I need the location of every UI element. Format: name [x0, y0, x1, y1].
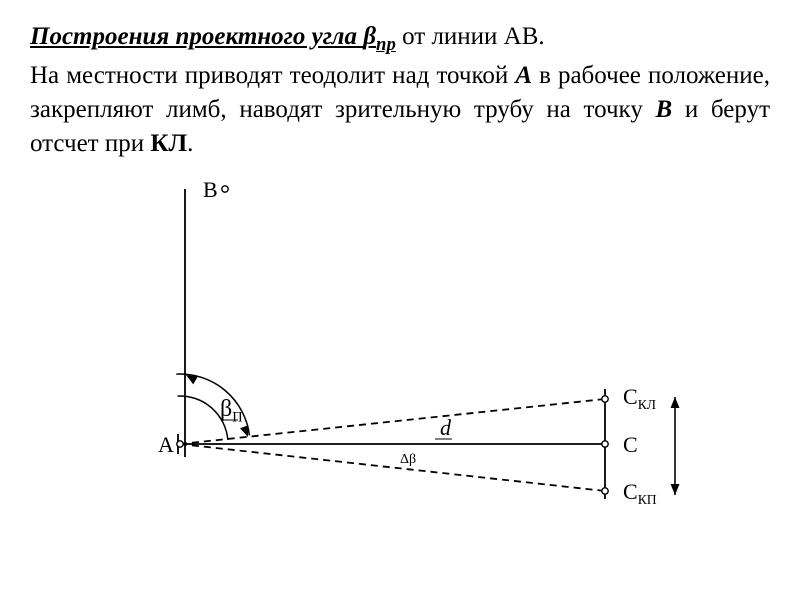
- title-suffix: от линии АВ.: [396, 23, 545, 50]
- paragraph: На местности приводят теодолит над точко…: [30, 59, 770, 160]
- svg-text:СКЛ: СКЛ: [623, 384, 656, 412]
- title-prefix: Построения проектного угла: [30, 23, 363, 50]
- p-b1: А: [515, 62, 532, 89]
- p-t4: .: [187, 130, 193, 157]
- diagram-container: βП d Δβ В А СКЛ С СКП: [30, 169, 770, 534]
- svg-text:СКП: СКП: [623, 479, 657, 507]
- p-b3: КЛ: [150, 130, 187, 157]
- svg-text:βП: βП: [220, 396, 243, 425]
- title-line: Построения проектного угла βпр от линии …: [30, 20, 770, 57]
- svg-text:В: В: [203, 177, 218, 202]
- svg-text:А: А: [158, 432, 174, 457]
- angle-diagram: βП d Δβ В А СКЛ С СКП: [100, 169, 700, 529]
- svg-text:d: d: [440, 415, 452, 440]
- svg-text:С: С: [623, 432, 638, 457]
- svg-text:Δβ: Δβ: [400, 452, 416, 467]
- title-sub: пр: [376, 34, 396, 55]
- title-beta: β: [363, 23, 376, 50]
- p-b2: В: [656, 96, 673, 123]
- p-t1: На местности приводят теодолит над точко…: [30, 62, 515, 89]
